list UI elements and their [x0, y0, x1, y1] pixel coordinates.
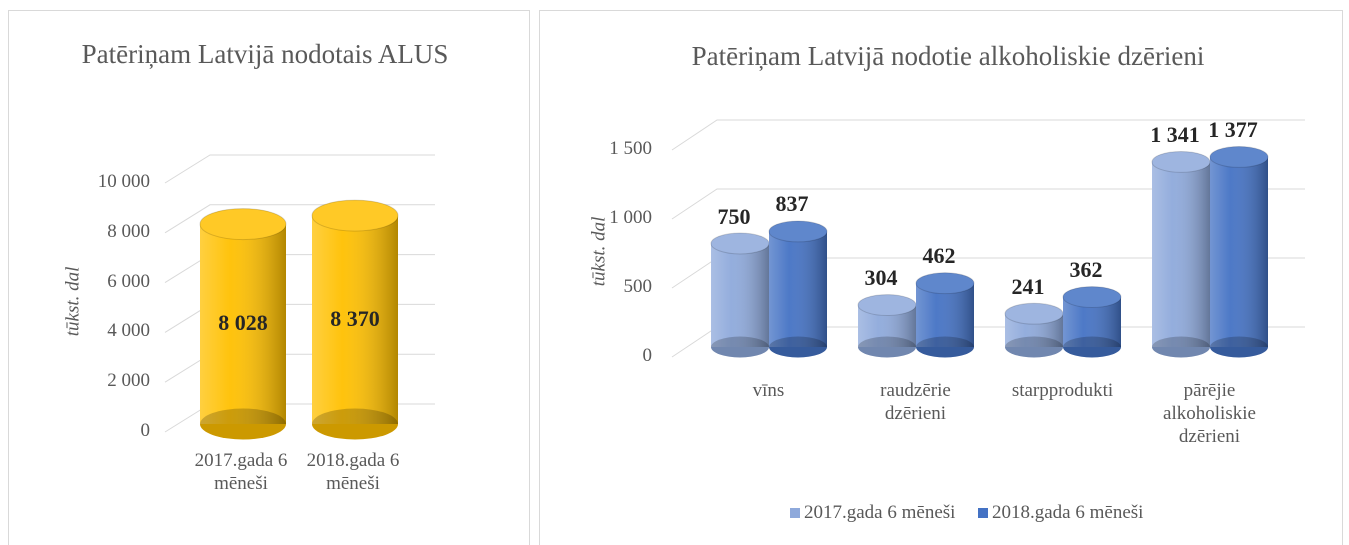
x-tick-label: starpprodukti — [1011, 380, 1114, 401]
bar-top — [769, 221, 827, 242]
y-tick-label: 6 000 — [107, 270, 150, 292]
bar-top-shade — [915, 272, 975, 295]
data-label: 1 377 — [1208, 116, 1258, 142]
x-tick-label: 2018.gada 6 mēneši — [306, 450, 400, 494]
x-tick-label: 2017.gada 6 mēneši — [194, 450, 288, 494]
bar-top — [1210, 146, 1268, 168]
bar-top — [200, 208, 286, 240]
bar-top-shade — [857, 294, 917, 316]
bar-base-shade — [858, 336, 916, 358]
bar-top-shade — [710, 232, 770, 255]
data-label: 462 — [922, 243, 956, 269]
bar-top-shade — [1151, 151, 1211, 173]
y-axis-title: tūkst. dal — [588, 216, 610, 287]
bar-top — [1005, 303, 1063, 325]
grid-line — [671, 188, 1305, 220]
bar-top-shade — [1004, 302, 1064, 325]
data-label: 241 — [1011, 273, 1045, 299]
bar-top-shade — [1209, 146, 1269, 168]
chart-title: Patēriņam Latvijā nodotie alkoholiskie d… — [691, 41, 1205, 71]
bar-base-shade — [1152, 336, 1210, 358]
bar-top — [858, 294, 916, 316]
bar-top — [312, 200, 398, 232]
bar-top-shade — [768, 220, 828, 243]
bar-shade — [200, 224, 286, 424]
chart-title: Patēriņam Latvijā nodotais ALUS — [81, 39, 449, 69]
data-label: 1 341 — [1150, 121, 1200, 147]
bar-shade — [1210, 156, 1268, 347]
bar-top-shade — [311, 199, 399, 232]
y-tick-label: 4 000 — [107, 320, 150, 342]
bar-top — [1152, 151, 1210, 173]
bar-shade — [1152, 161, 1210, 347]
panel — [8, 10, 530, 545]
data-label: 362 — [1069, 257, 1103, 283]
y-tick-label: 10 000 — [97, 171, 150, 192]
legend-swatch — [978, 508, 988, 518]
bar-base-shade — [769, 336, 827, 358]
bar-shade — [916, 283, 974, 347]
data-label: 750 — [717, 203, 751, 229]
bar-top — [916, 272, 974, 294]
bar-base-shade — [1063, 336, 1121, 358]
panel — [539, 10, 1343, 545]
y-tick-label: 2 000 — [107, 370, 150, 392]
x-tick-label: vīns — [752, 380, 785, 401]
bar-shade — [769, 231, 827, 347]
y-tick-label: 500 — [623, 276, 653, 297]
bar-base-shade — [1005, 336, 1063, 358]
bar-base-shade — [312, 408, 398, 440]
x-tick-label: pārējie alkoholiskie dzērieni — [1163, 380, 1256, 447]
y-tick-label: 8 000 — [107, 220, 150, 242]
bar-base-shade — [200, 408, 286, 440]
bar-base-shade — [916, 336, 974, 358]
bar-top — [1063, 286, 1121, 308]
y-tick-label: 1 500 — [609, 138, 652, 159]
data-label: 304 — [864, 265, 898, 291]
data-label: 837 — [775, 191, 809, 217]
grid-line — [671, 119, 1305, 151]
y-tick-label: 0 — [642, 345, 653, 366]
y-tick-label: 1 000 — [609, 207, 652, 228]
x-tick-label: raudzērie dzērieni — [880, 380, 951, 424]
data-label: 8 028 — [218, 310, 268, 336]
y-tick-label: 0 — [140, 420, 151, 441]
data-label: 8 370 — [330, 305, 380, 331]
bar-top-shade — [1062, 286, 1122, 308]
bar-top-shade — [199, 208, 287, 241]
bar-shade — [312, 215, 398, 424]
y-axis-title: tūkst. dal — [62, 266, 84, 337]
bar-base-shade — [1210, 336, 1268, 358]
legend-label: 2018.gada 6 mēneši — [992, 502, 1144, 523]
legend-label: 2017.gada 6 mēneši — [804, 502, 956, 523]
legend-swatch — [790, 508, 800, 518]
bar-base-shade — [711, 336, 769, 358]
bar-top — [711, 233, 769, 254]
grid-line — [164, 154, 435, 184]
bar-shade — [711, 243, 769, 347]
